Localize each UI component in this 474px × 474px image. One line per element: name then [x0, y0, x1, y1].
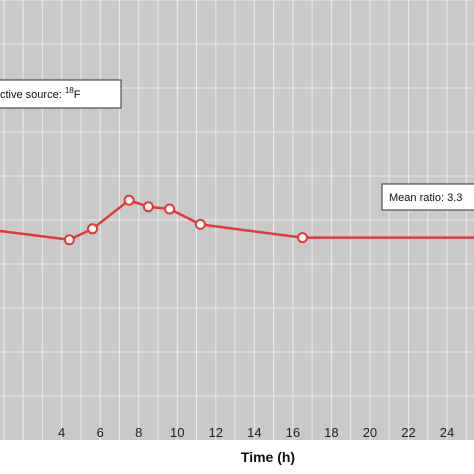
data-point: [123, 194, 135, 206]
annotation-source: ctive source: 18F: [0, 79, 122, 109]
data-points: [63, 194, 309, 246]
data-point: [164, 203, 176, 215]
x-tick-label: 20: [363, 425, 377, 440]
x-tick-label: 4: [58, 425, 65, 440]
x-axis-title: Time (h): [241, 449, 295, 465]
x-tick-label: 12: [209, 425, 223, 440]
annotation-source-element: F: [74, 89, 81, 101]
data-point: [194, 218, 206, 230]
x-tick-label: 18: [324, 425, 338, 440]
horizontal-gridlines: [0, 0, 474, 397]
data-point: [142, 201, 154, 213]
x-tick-label: 14: [247, 425, 261, 440]
x-tick-label: 10: [170, 425, 184, 440]
x-tick-label: 6: [97, 425, 104, 440]
annotation-ratio: Mean ratio: 3.3: [381, 183, 474, 211]
annotation-source-box: [0, 79, 122, 109]
data-point: [63, 234, 75, 246]
data-point: [86, 223, 98, 235]
x-tick-label: 24: [440, 425, 454, 440]
x-tick-label: 8: [135, 425, 142, 440]
data-point: [297, 232, 309, 244]
annotation-source-text: ctive source: 18F: [0, 86, 81, 101]
x-axis-tick-labels: 4 6 8 10 12 14 16 18 20 22 24: [58, 425, 454, 440]
annotation-source-prefix: ctive source:: [0, 89, 65, 101]
x-tick-label: 16: [286, 425, 300, 440]
annotation-ratio-box: [381, 183, 474, 211]
x-tick-label: 22: [401, 425, 415, 440]
annotation-ratio-text: Mean ratio: 3.3: [389, 192, 462, 204]
annotation-source-isotope-mass: 18: [65, 86, 74, 95]
